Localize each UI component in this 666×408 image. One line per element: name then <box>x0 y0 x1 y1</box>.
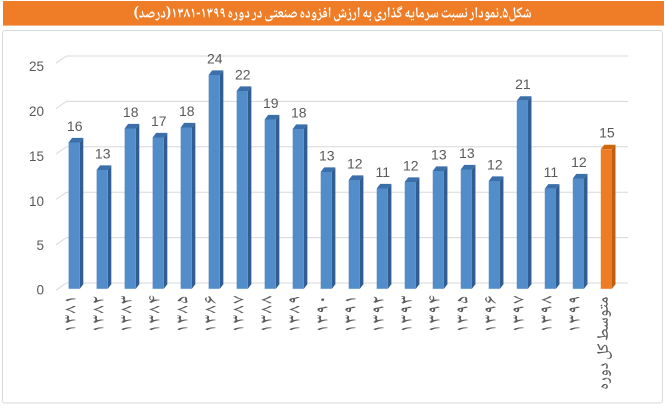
svg-text:18: 18 <box>179 103 195 119</box>
svg-text:18: 18 <box>291 104 307 120</box>
svg-text:12: 12 <box>347 155 363 171</box>
svg-text:17: 17 <box>151 113 167 129</box>
svg-text:13: 13 <box>319 147 335 163</box>
svg-text:13: 13 <box>459 145 475 161</box>
svg-text:11: 11 <box>376 164 391 180</box>
svg-text:15: 15 <box>599 125 615 141</box>
svg-text:12: 12 <box>571 154 587 170</box>
svg-text:22: 22 <box>235 66 251 82</box>
svg-text:5: 5 <box>36 238 44 253</box>
svg-text:13: 13 <box>431 146 447 162</box>
svg-text:11: 11 <box>544 164 559 180</box>
svg-text:12: 12 <box>487 156 503 172</box>
svg-text:19: 19 <box>263 95 279 111</box>
svg-text:16: 16 <box>67 118 83 134</box>
svg-text:25: 25 <box>29 59 44 74</box>
svg-text:21: 21 <box>515 76 531 92</box>
svg-text:15: 15 <box>29 149 44 164</box>
svg-text:0: 0 <box>36 283 44 298</box>
svg-text:10: 10 <box>29 194 44 209</box>
svg-text:20: 20 <box>29 104 44 119</box>
svg-text:12: 12 <box>403 157 419 173</box>
svg-text:24: 24 <box>207 50 223 66</box>
svg-text:18: 18 <box>123 104 139 120</box>
svg-text:13: 13 <box>95 145 111 161</box>
